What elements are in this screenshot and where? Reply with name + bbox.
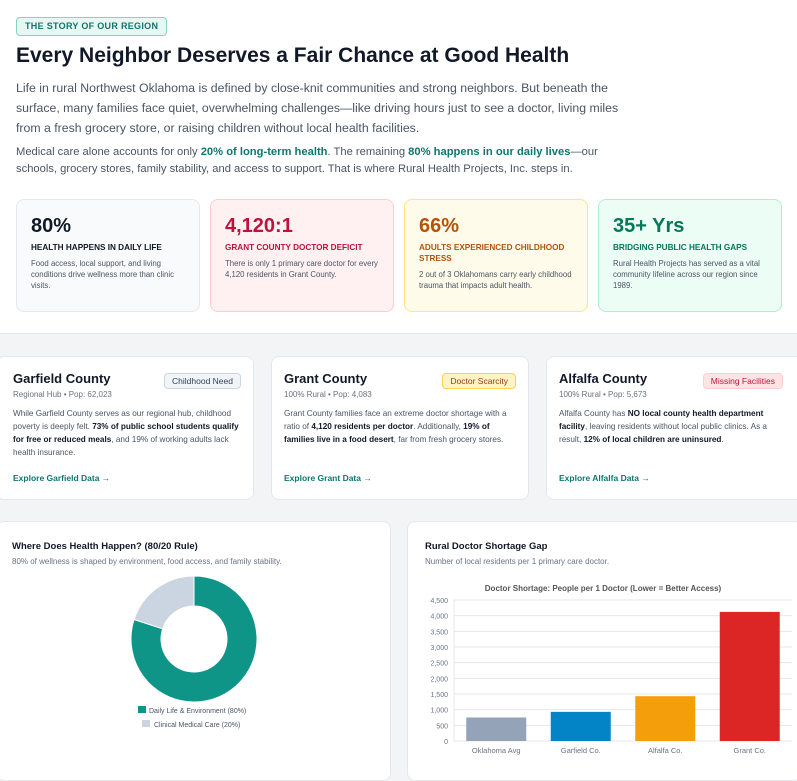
p2-text-c: —our schools, grocery stores, family sta… xyxy=(16,146,598,175)
intro-paragraph: Life in rural Northwest Oklahoma is defi… xyxy=(16,81,619,135)
bar-chart-inner-title: Doctor Shortage: People per 1 Doctor (Lo… xyxy=(485,584,722,593)
stat-label: BRIDGING PUBLIC HEALTH GAPS xyxy=(613,243,748,252)
section-badge: THE STORY OF OUR REGION xyxy=(16,17,168,36)
donut-chart-panel: Where Does Health Happen? (80/20 Rule) 8… xyxy=(0,521,391,781)
y-tick-label: 3,500 xyxy=(430,629,448,636)
stat-card-doctor-deficit: 4,120:1 GRANT COUNTY DOCTOR DEFICIT Ther… xyxy=(210,199,394,312)
stat-label: GRANT COUNTY DOCTOR DEFICIT xyxy=(225,243,363,252)
y-tick-label: 2,000 xyxy=(430,676,448,683)
stat-value: 80% xyxy=(31,215,72,237)
donut-chart-subtitle: 80% of wellness is shaped by environment… xyxy=(12,557,282,566)
y-tick-label: 0 xyxy=(444,739,448,746)
bar-2 xyxy=(635,696,696,741)
county-name: Alfalfa County xyxy=(559,371,648,386)
legend-label-0: Daily Life & Environment (80%) xyxy=(149,708,246,715)
county-meta: 100% Rural • Pop: 4,083 xyxy=(284,390,372,399)
explore-grant-link[interactable]: Explore Grant Data → xyxy=(284,473,372,483)
desc-text: , leaving residents without local public… xyxy=(559,422,767,444)
y-tick-label: 4,500 xyxy=(430,598,448,605)
donut-chart-title: Where Does Health Happen? (80/20 Rule) xyxy=(12,541,198,552)
bar-3 xyxy=(719,611,780,741)
y-tick-label: 500 xyxy=(436,723,448,730)
x-tick-label: Oklahoma Avg xyxy=(472,746,521,755)
donut-chart: Daily Life & Environment (80%) Clinical M… xyxy=(130,575,258,729)
donut-slice-1 xyxy=(133,575,195,630)
explore-garfield-link[interactable]: Explore Garfield Data → xyxy=(13,473,111,483)
bar-chart-panel: Rural Doctor Shortage Gap Number of loca… xyxy=(407,521,797,781)
desc-text: , and 19% of working adults lack health … xyxy=(13,435,229,457)
p2-text-b: . The remaining xyxy=(327,146,409,158)
p2-text-a: Medical care alone accounts for only xyxy=(16,146,201,158)
stat-description: Rural Health Projects has served as a vi… xyxy=(613,259,760,290)
x-tick-label: Alfalfa Co. xyxy=(648,746,683,755)
desc-highlight: 4,120 residents per doctor xyxy=(311,422,414,431)
bar-1 xyxy=(550,711,611,741)
stat-card-health-daily-life: 80% HEALTH HAPPENS IN DAILY LIFE Food ac… xyxy=(16,199,200,312)
desc-text: . xyxy=(721,435,724,444)
county-tag: Childhood Need xyxy=(164,373,241,389)
county-tag: Missing Facilities xyxy=(702,373,783,389)
donut-slice-0 xyxy=(130,575,258,703)
x-tick-label: Grant Co. xyxy=(733,746,766,755)
legend-swatch-1 xyxy=(142,720,150,727)
desc-text: Alfalfa County has xyxy=(559,409,628,418)
p2-highlight-clinical: 20% of long-term health xyxy=(200,146,328,158)
stat-label: ADULTS EXPERIENCED CHILDHOOD STRESS xyxy=(419,243,565,263)
p2-highlight-daily: 80% happens in our daily lives xyxy=(408,146,571,158)
desc-highlight: 73% of public school students qualify fo… xyxy=(13,422,239,444)
desc-highlight: 19% of families live in a food desert xyxy=(284,422,490,444)
bar-chart: Doctor Shortage: People per 1 Doctor (Lo… xyxy=(430,584,792,755)
stat-value: 35+ Yrs xyxy=(613,215,685,237)
county-meta: Regional Hub • Pop: 62,023 xyxy=(13,390,112,399)
stat-description: There is only 1 primary care doctor for … xyxy=(225,259,378,279)
county-description: Alfalfa County has NO local county healt… xyxy=(559,407,779,446)
y-tick-label: 1,500 xyxy=(430,692,448,699)
desc-highlight: NO local county health department facili… xyxy=(559,409,764,431)
bar-chart-subtitle: Number of local residents per 1 primary … xyxy=(425,557,610,566)
county-name: Grant County xyxy=(284,371,368,386)
county-description: While Garfield County serves as our regi… xyxy=(13,407,241,459)
stat-value: 66% xyxy=(419,215,460,237)
legend-swatch-0 xyxy=(138,706,146,713)
county-card-garfield: Garfield County Childhood Need Regional … xyxy=(0,356,254,500)
county-card-alfalfa: Alfalfa County Missing Facilities 100% R… xyxy=(546,356,797,500)
stat-description: 2 out of 3 Oklahomans carry early childh… xyxy=(419,270,572,290)
desc-text: . Additionally, xyxy=(413,422,464,431)
desc-text: Grant County families face an extreme do… xyxy=(284,409,507,431)
page-title: Every Neighbor Deserves a Fair Chance at… xyxy=(16,44,570,67)
stat-card-years-served: 35+ Yrs BRIDGING PUBLIC HEALTH GAPS Rura… xyxy=(598,199,782,312)
story-section: THE STORY OF OUR REGION Every Neighbor D… xyxy=(0,0,797,334)
stat-label: HEALTH HAPPENS IN DAILY LIFE xyxy=(31,243,162,252)
bar-0 xyxy=(466,717,527,741)
county-name: Garfield County xyxy=(13,371,111,386)
y-tick-label: 3,000 xyxy=(430,645,448,652)
county-description: Grant County families face an extreme do… xyxy=(284,407,516,446)
y-tick-label: 4,000 xyxy=(430,614,448,621)
desc-text: , far from fresh grocery stores. xyxy=(393,435,504,444)
desc-highlight: 12% of local children are uninsured xyxy=(583,435,722,444)
stat-value: 4,120:1 xyxy=(225,215,293,237)
county-meta: 100% Rural • Pop: 5,673 xyxy=(559,390,647,399)
county-tag: Doctor Scarcity xyxy=(442,373,516,389)
y-tick-label: 1,000 xyxy=(430,708,448,715)
stat-description: Food access, local support, and living c… xyxy=(31,259,175,290)
health-split-paragraph: Medical care alone accounts for only 20%… xyxy=(16,144,616,178)
desc-text: While Garfield County serves as our regi… xyxy=(13,409,231,431)
legend-label-1: Clinical Medical Care (20%) xyxy=(154,722,240,729)
x-tick-label: Garfield Co. xyxy=(561,746,601,755)
county-card-grant: Grant County Doctor Scarcity 100% Rural … xyxy=(271,356,529,500)
y-tick-label: 2,500 xyxy=(430,661,448,668)
stat-card-childhood-stress: 66% ADULTS EXPERIENCED CHILDHOOD STRESS … xyxy=(404,199,588,312)
bar-chart-title: Rural Doctor Shortage Gap xyxy=(425,541,548,552)
explore-alfalfa-link[interactable]: Explore Alfalfa Data → xyxy=(559,473,650,483)
